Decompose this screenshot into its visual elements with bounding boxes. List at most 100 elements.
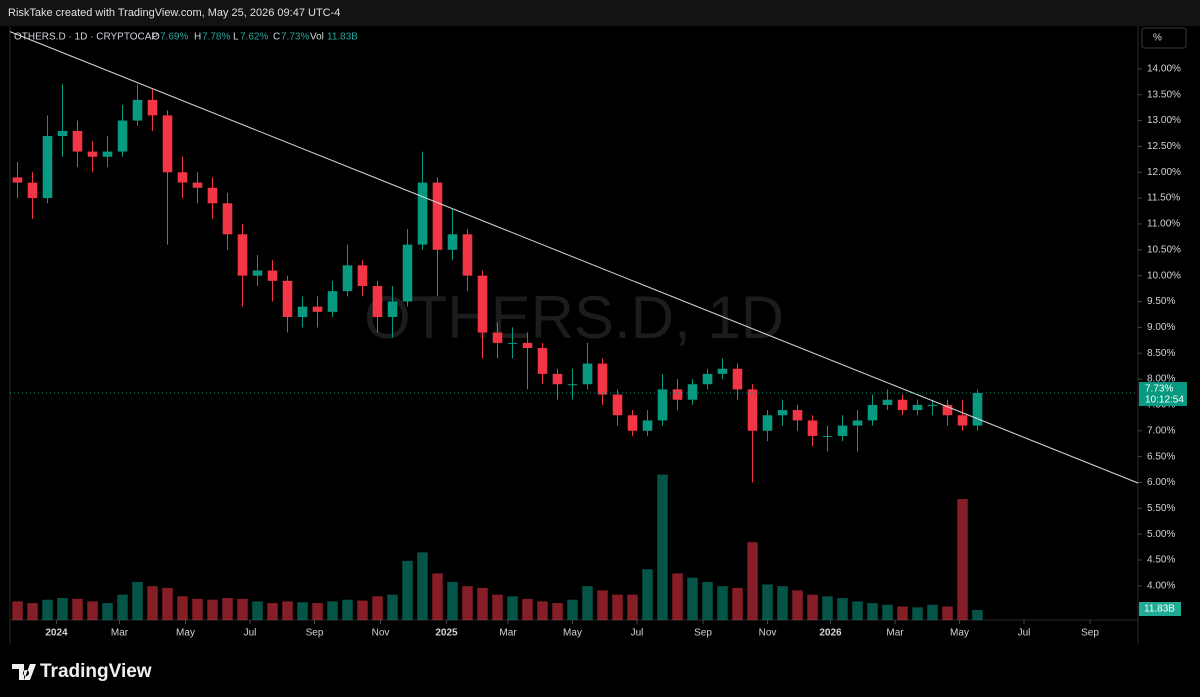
x-tick-label: May: [176, 628, 195, 639]
volume-bar: [672, 573, 683, 620]
candle-body: [567, 384, 578, 386]
candle-body: [327, 291, 338, 312]
candle-body: [162, 115, 173, 173]
volume-bar: [507, 596, 518, 620]
candle-body: [777, 410, 788, 416]
x-tick-label: Sep: [1081, 628, 1099, 639]
x-tick-label: 2025: [435, 628, 458, 639]
candle-body: [657, 389, 668, 421]
legend-high-label: H: [194, 32, 201, 43]
candle-body: [867, 404, 878, 421]
candle-body: [582, 363, 593, 385]
candle-body: [12, 177, 23, 183]
candle-body: [627, 415, 638, 431]
candle-body: [372, 285, 383, 318]
y-tick-label: 14.00%: [1147, 63, 1181, 74]
volume-bar: [267, 603, 278, 620]
candle-body: [942, 404, 953, 416]
candle-body: [747, 389, 758, 431]
footer-logo: TradingView: [12, 661, 152, 682]
legend-volume: 11.83B: [327, 32, 358, 43]
y-tick-label: 4.00%: [1147, 581, 1175, 592]
candle-body: [222, 203, 233, 235]
volume-bar: [612, 594, 623, 620]
logo-text: TradingView: [40, 661, 152, 682]
x-tick-label: Jul: [631, 628, 644, 639]
legend: OTHERS.D · 1D · CRYPTOCAP O 7.69% H 7.78…: [14, 32, 358, 43]
scale-button-label[interactable]: %: [1153, 33, 1162, 44]
x-tick-label: May: [950, 628, 969, 639]
candle-body: [357, 265, 368, 286]
volume-bar: [912, 607, 923, 620]
candle-body: [252, 270, 263, 276]
volume-bar: [147, 586, 158, 620]
candle-body: [702, 373, 713, 385]
volume-bar: [717, 586, 728, 620]
x-tick-label: Mar: [886, 628, 904, 639]
volume-bar: [12, 601, 23, 620]
candle-body: [732, 368, 743, 390]
candle-body: [87, 151, 98, 157]
candle-body: [297, 306, 308, 318]
candle-body: [822, 435, 833, 437]
candle-body: [102, 151, 113, 157]
volume-bar: [177, 596, 188, 620]
candle-body: [57, 130, 68, 137]
volume-bar: [402, 560, 413, 620]
candle-body: [597, 363, 608, 395]
volume-bar: [762, 584, 773, 620]
legend-close: 7.73%: [281, 32, 309, 43]
volume-tag-box: [1139, 602, 1181, 616]
volume-bar: [702, 581, 713, 620]
volume-bar: [567, 599, 578, 620]
volume-bar: [747, 542, 758, 620]
price-tag-box: [1139, 382, 1187, 407]
candle-body: [282, 280, 293, 318]
candle-body: [72, 130, 83, 152]
y-tick-label: 5.00%: [1147, 529, 1175, 540]
x-tick-label: 2024: [45, 628, 68, 639]
volume-bar: [897, 606, 908, 620]
volume-bar: [87, 601, 98, 620]
candle-body: [762, 415, 773, 431]
volume-bar: [237, 598, 248, 620]
y-tick-label: 13.00%: [1147, 115, 1181, 126]
candle-body: [402, 244, 413, 302]
candle-body: [432, 182, 443, 250]
legend-low: 7.62%: [240, 32, 268, 43]
candle-body: [507, 342, 518, 344]
x-tick-label: Jul: [244, 628, 257, 639]
candle-body: [27, 182, 38, 199]
volume-bar: [387, 594, 398, 620]
legend-open-label: O: [152, 32, 160, 43]
candle-body: [417, 182, 428, 245]
candle-body: [612, 394, 623, 416]
volume-bar: [627, 594, 638, 620]
candle-body: [852, 420, 863, 426]
candle-body: [492, 332, 503, 343]
volume-bar: [792, 590, 803, 620]
header: RiskTake created with TradingView.com, M…: [8, 7, 340, 19]
volume-bar: [597, 590, 608, 620]
volume-bar: [777, 586, 788, 620]
volume-bar: [852, 601, 863, 620]
countdown: 10:12:54: [1145, 395, 1184, 406]
volume-bar: [27, 603, 38, 620]
candle-body: [207, 187, 218, 204]
scale-button[interactable]: [1141, 27, 1187, 49]
volume-bar: [42, 599, 53, 620]
y-tick-label: 8.50%: [1147, 348, 1175, 359]
y-tick-label: 12.00%: [1147, 167, 1181, 178]
x-tick-label: Nov: [372, 628, 390, 639]
candle-body: [642, 420, 653, 431]
volume-bar: [927, 604, 938, 620]
trendline: [9, 31, 1139, 484]
y-tick-label: 4.50%: [1147, 555, 1175, 566]
watermark: OTHERS.D, 1D: [364, 284, 784, 351]
candle-body: [552, 373, 563, 385]
x-tick-label: May: [563, 628, 582, 639]
y-tick-label: 6.00%: [1147, 477, 1175, 488]
x-tick-label: 2026: [819, 628, 842, 639]
candle-body: [792, 410, 803, 421]
